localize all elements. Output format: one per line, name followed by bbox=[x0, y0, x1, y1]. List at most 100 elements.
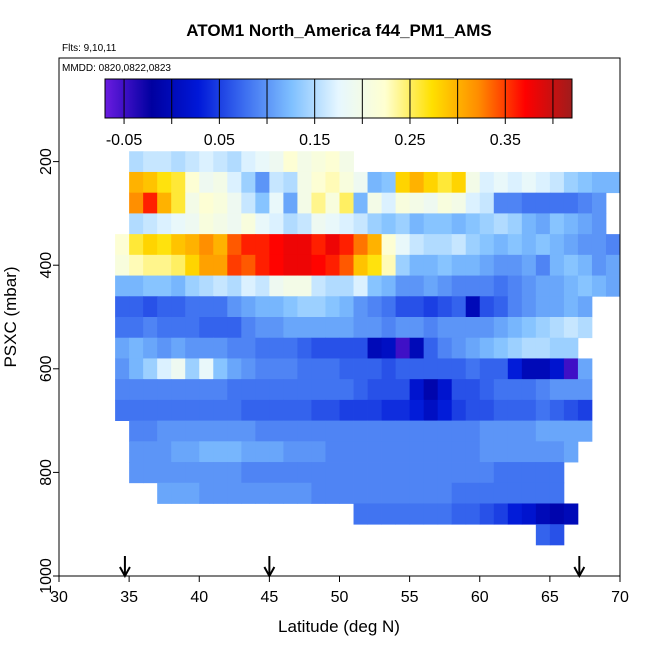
heatmap-cell bbox=[185, 358, 200, 380]
heatmap-cell bbox=[493, 296, 509, 318]
heatmap-cell bbox=[283, 192, 298, 214]
heatmap-cell bbox=[465, 254, 481, 276]
heatmap-cell bbox=[283, 462, 298, 484]
heatmap-cell bbox=[465, 379, 481, 401]
y-tick-label: 200 bbox=[38, 148, 55, 175]
heatmap-cell bbox=[325, 275, 340, 297]
heatmap-cell bbox=[367, 503, 382, 525]
heatmap-cell bbox=[129, 379, 144, 401]
heatmap-cell bbox=[521, 317, 537, 339]
heatmap-cell bbox=[311, 151, 326, 173]
heatmap-cell bbox=[549, 503, 565, 525]
heatmap-cell bbox=[465, 317, 481, 339]
heatmap-cell bbox=[423, 234, 439, 256]
heatmap-cell bbox=[423, 171, 439, 194]
heatmap-cell bbox=[129, 254, 144, 276]
heatmap-cell bbox=[143, 296, 158, 318]
heatmap-cell bbox=[395, 275, 411, 297]
heatmap-cell bbox=[465, 503, 481, 525]
heatmap-cell bbox=[395, 358, 411, 380]
y-axis: 200 400 600 800 1000 bbox=[38, 148, 59, 594]
heatmap-cell bbox=[563, 358, 579, 380]
colorbar-tick-label: 0.25 bbox=[394, 132, 425, 149]
heatmap-cell bbox=[115, 399, 130, 421]
heatmap-cell bbox=[255, 441, 270, 463]
heatmap-cell bbox=[283, 317, 298, 339]
heatmap-cell bbox=[437, 337, 453, 359]
heatmap-cell bbox=[171, 379, 186, 401]
heatmap-cell bbox=[381, 296, 396, 318]
heatmap-cell bbox=[577, 358, 593, 380]
heatmap-cell bbox=[549, 399, 565, 421]
heatmap-cell bbox=[339, 482, 354, 504]
heatmap-cell bbox=[549, 379, 565, 401]
heatmap-cell bbox=[311, 317, 326, 339]
heatmap-cell bbox=[157, 462, 172, 484]
heatmap-cell bbox=[367, 192, 382, 214]
heatmap-cell bbox=[269, 254, 284, 276]
heatmap-cell bbox=[325, 399, 340, 421]
heatmap-cell bbox=[255, 379, 270, 401]
heatmap-cell bbox=[423, 503, 439, 525]
heatmap-cell bbox=[311, 399, 326, 421]
heatmap-cell bbox=[353, 337, 368, 359]
heatmap-cell bbox=[325, 482, 340, 504]
heatmap-cell bbox=[451, 275, 467, 297]
heatmap-cell bbox=[493, 399, 509, 421]
heatmap-cell bbox=[185, 234, 200, 256]
heatmap-cell bbox=[199, 254, 214, 276]
heatmap-cell bbox=[507, 420, 523, 442]
heatmap-cell bbox=[297, 275, 312, 297]
heatmap-cell bbox=[549, 524, 565, 546]
heatmap-cell bbox=[437, 171, 453, 194]
heatmap-cell bbox=[157, 482, 172, 504]
heatmap-cell bbox=[241, 337, 256, 359]
heatmap-cell bbox=[297, 337, 312, 359]
heatmap-cell bbox=[255, 171, 270, 194]
heatmap-cell bbox=[465, 234, 481, 256]
heatmap-cell bbox=[129, 399, 144, 421]
heatmap-cell bbox=[353, 399, 368, 421]
heatmap-cell bbox=[563, 254, 579, 276]
heatmap-cell bbox=[437, 254, 453, 276]
heatmap-cell bbox=[409, 462, 425, 484]
heatmap-cell bbox=[255, 254, 270, 276]
heatmap-cell bbox=[297, 441, 312, 463]
x-tick-label: 40 bbox=[190, 589, 208, 606]
heatmap-cell bbox=[395, 317, 411, 339]
heatmap-cell bbox=[311, 296, 326, 318]
heatmap-cell bbox=[521, 358, 537, 380]
heatmap-cell bbox=[311, 192, 326, 214]
heatmap-cell bbox=[549, 482, 565, 504]
heatmap-cell bbox=[381, 462, 396, 484]
heatmap-cell bbox=[423, 337, 439, 359]
x-tick-label: 70 bbox=[611, 589, 629, 606]
heatmap-cell bbox=[409, 317, 425, 339]
heatmap-cell bbox=[409, 503, 425, 525]
heatmap-cell bbox=[325, 296, 340, 318]
heatmap-cell bbox=[437, 482, 453, 504]
heatmap-cell bbox=[255, 192, 270, 214]
heatmap-cell bbox=[423, 317, 439, 339]
heatmap-cell bbox=[395, 399, 411, 421]
heatmap-cell bbox=[493, 441, 509, 463]
heatmap-cell bbox=[297, 171, 312, 194]
heatmap-cell bbox=[185, 254, 200, 276]
heatmap-cell bbox=[199, 462, 214, 484]
heatmap-cell bbox=[143, 317, 158, 339]
heatmap-cell bbox=[213, 296, 228, 318]
heatmap-cell bbox=[423, 482, 439, 504]
heatmap-cell bbox=[171, 441, 186, 463]
heatmap-cell bbox=[465, 213, 481, 235]
heatmap-cell bbox=[213, 234, 228, 256]
heatmap-cell bbox=[227, 441, 242, 463]
heatmap-cell bbox=[381, 275, 396, 297]
heatmap-cell bbox=[353, 296, 368, 318]
heatmap-cell bbox=[479, 171, 495, 194]
heatmap-cell bbox=[241, 379, 256, 401]
heatmap-cell bbox=[409, 420, 425, 442]
heatmap-cell bbox=[115, 317, 130, 339]
heatmap-cell bbox=[129, 420, 144, 442]
heatmap-cell bbox=[437, 275, 453, 297]
heatmap-cell bbox=[353, 358, 368, 380]
